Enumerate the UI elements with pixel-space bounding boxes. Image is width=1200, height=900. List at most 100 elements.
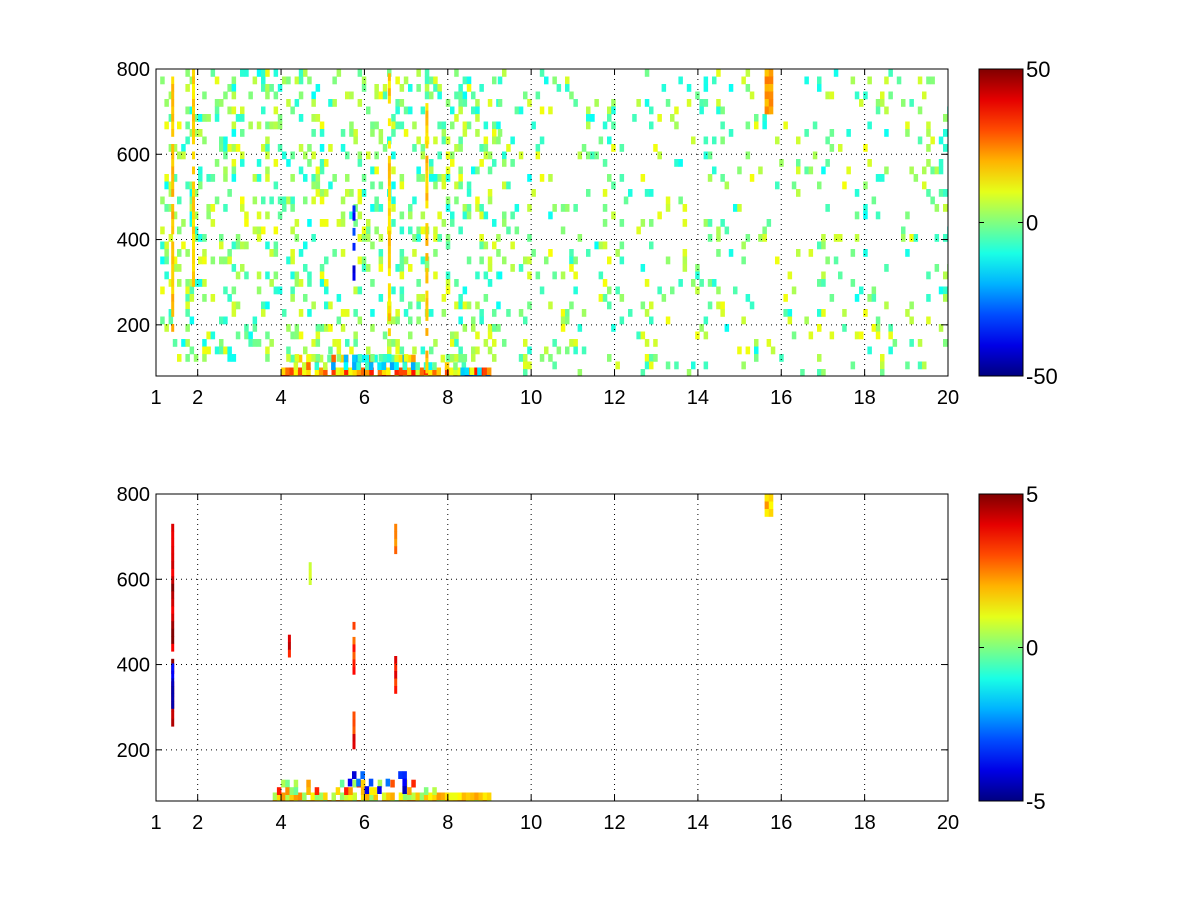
heatmap-cell bbox=[240, 106, 245, 115]
heatmap-cell bbox=[475, 331, 480, 340]
heatmap-streak-cell bbox=[192, 106, 195, 115]
heatmap-cell bbox=[674, 361, 679, 370]
heatmap-cell bbox=[657, 151, 662, 160]
heatmap-cell bbox=[527, 234, 532, 242]
heatmap-cell bbox=[552, 204, 557, 212]
heatmap-cell bbox=[235, 301, 241, 310]
heatmap-cell bbox=[649, 219, 654, 227]
heatmap-streak-cell bbox=[387, 283, 391, 292]
heatmap-cell bbox=[345, 151, 350, 160]
heatmap-cell bbox=[691, 279, 696, 287]
heatmap-cell bbox=[804, 76, 809, 85]
heatmap-cell bbox=[867, 121, 872, 130]
heatmap-cell bbox=[548, 211, 553, 220]
heatmap-cell bbox=[185, 181, 190, 190]
heatmap-cell bbox=[682, 264, 688, 272]
heatmap-cell bbox=[408, 316, 413, 325]
heatmap-cell bbox=[394, 362, 399, 370]
heatmap-cell bbox=[269, 121, 274, 130]
heatmap-cell bbox=[408, 226, 413, 235]
heatmap-cell bbox=[483, 151, 489, 160]
heatmap-cell bbox=[353, 136, 358, 145]
heatmap-cell bbox=[328, 324, 333, 332]
heatmap-cell bbox=[294, 324, 300, 332]
heatmap-streak-cell bbox=[387, 253, 391, 262]
heatmap-cell bbox=[310, 792, 315, 801]
heatmap-streak-cell bbox=[171, 279, 175, 287]
heatmap-cell bbox=[737, 204, 742, 212]
heatmap-cell bbox=[252, 324, 258, 332]
heatmap-cell bbox=[560, 316, 566, 325]
heatmap-cell bbox=[483, 144, 489, 152]
heatmap-cell bbox=[265, 301, 270, 310]
heatmap-cell bbox=[285, 792, 290, 801]
heatmap-cell bbox=[565, 204, 570, 212]
heatmap-cell bbox=[289, 354, 294, 363]
heatmap-cell bbox=[168, 279, 174, 287]
heatmap-cell bbox=[791, 286, 797, 295]
heatmap-cell bbox=[943, 129, 948, 137]
heatmap-cell bbox=[703, 316, 709, 325]
heatmap-cell bbox=[328, 346, 333, 355]
heatmap-cell bbox=[261, 69, 266, 77]
heatmap-cell bbox=[277, 121, 283, 130]
heatmap-cell bbox=[471, 324, 476, 332]
heatmap-cell bbox=[454, 181, 459, 190]
heatmap-cell bbox=[796, 166, 801, 175]
heatmap-streak-cell bbox=[192, 129, 195, 137]
heatmap-cell bbox=[349, 91, 354, 100]
heatmap-cell bbox=[298, 69, 304, 77]
heatmap-cell bbox=[450, 159, 455, 167]
heatmap-streak-cell bbox=[171, 643, 175, 652]
y-tick-label: 400 bbox=[117, 655, 150, 677]
heatmap-cell bbox=[311, 354, 316, 362]
heatmap-cell bbox=[193, 114, 199, 122]
heatmap-cell bbox=[294, 76, 300, 85]
heatmap-cell bbox=[374, 196, 379, 205]
heatmap-cell bbox=[754, 354, 759, 362]
heatmap-cell bbox=[548, 249, 553, 257]
heatmap-cell bbox=[590, 151, 595, 160]
heatmap-cell bbox=[471, 346, 476, 355]
heatmap-cell bbox=[454, 144, 459, 152]
heatmap-cell bbox=[412, 144, 417, 152]
heatmap-cell bbox=[433, 181, 438, 190]
heatmap-cell bbox=[640, 264, 646, 272]
heatmap-cell bbox=[302, 362, 307, 370]
heatmap-cell bbox=[352, 354, 357, 363]
heatmap-cell bbox=[252, 174, 258, 182]
heatmap-cell bbox=[387, 136, 392, 145]
heatmap-cell bbox=[160, 226, 165, 235]
heatmap-cell bbox=[615, 286, 620, 295]
heatmap-cell bbox=[888, 69, 893, 77]
heatmap-cell bbox=[716, 249, 721, 257]
heatmap-cell bbox=[926, 294, 931, 302]
heatmap-cell bbox=[369, 792, 374, 801]
heatmap-cell bbox=[277, 211, 283, 220]
heatmap-cell bbox=[479, 241, 484, 250]
heatmap-cell bbox=[403, 309, 409, 317]
heatmap-cell bbox=[382, 144, 388, 152]
heatmap-cell bbox=[674, 159, 679, 167]
heatmap-cell bbox=[661, 84, 667, 92]
heatmap-cell bbox=[360, 354, 365, 363]
heatmap-cell bbox=[370, 279, 375, 287]
heatmap-streak-cell bbox=[387, 298, 391, 307]
heatmap-cell bbox=[227, 144, 232, 152]
heatmap-cell bbox=[437, 211, 442, 220]
heatmap-cell bbox=[373, 354, 378, 363]
heatmap-cell bbox=[318, 367, 324, 376]
heatmap-cell bbox=[231, 121, 237, 130]
heatmap-cell bbox=[361, 76, 367, 85]
heatmap-cell bbox=[943, 204, 948, 212]
heatmap-cell bbox=[339, 367, 345, 376]
heatmap-cell bbox=[319, 121, 325, 130]
heatmap-cell bbox=[934, 264, 940, 272]
heatmap-cell bbox=[487, 346, 493, 355]
heatmap-cell bbox=[340, 144, 346, 152]
heatmap-cell bbox=[450, 106, 455, 115]
heatmap-cell bbox=[399, 226, 405, 235]
heatmap-streak-cell bbox=[425, 125, 429, 134]
